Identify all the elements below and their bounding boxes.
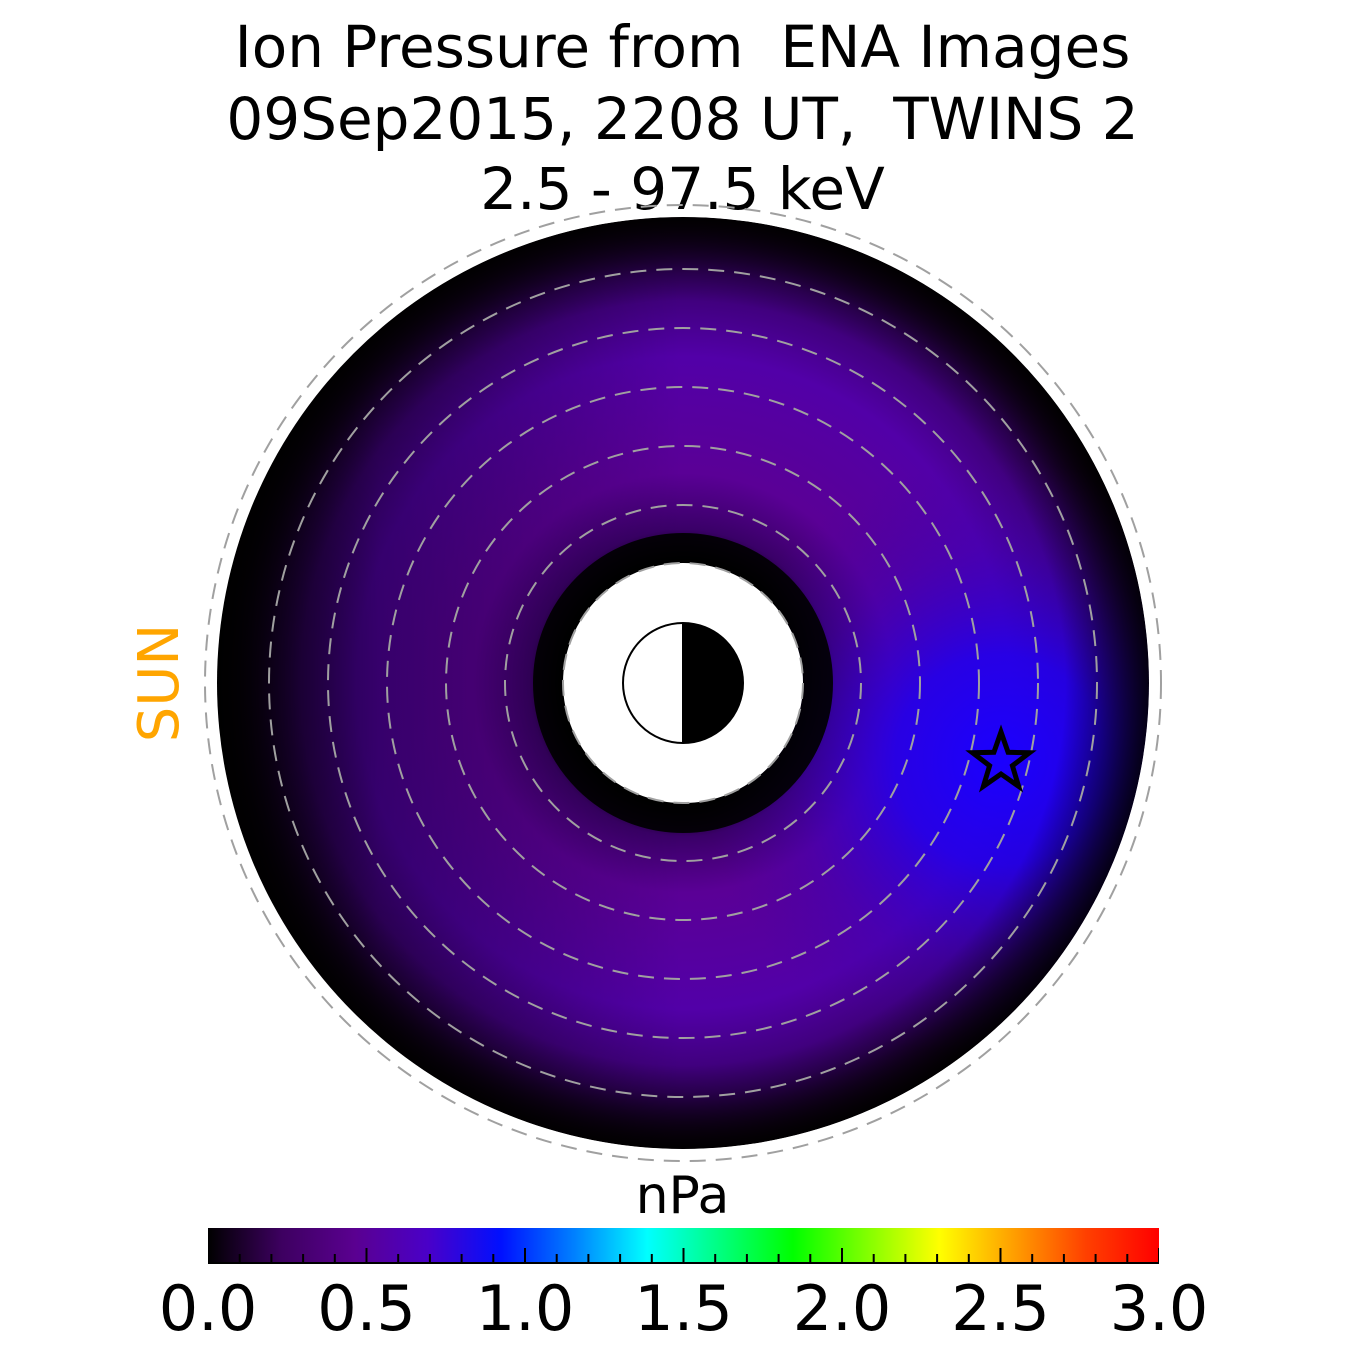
earth-symbol: [622, 622, 744, 744]
colorbar-tick-label: 0.5: [317, 1272, 416, 1345]
colorbar-tick-label: 2.0: [792, 1272, 892, 1345]
colorbar-tick-label: 2.5: [951, 1272, 1050, 1345]
colorbar-ticks: [208, 1248, 1159, 1262]
colorbar: [208, 1228, 1159, 1264]
distance-ring: [204, 204, 1162, 1162]
distance-ring: [386, 386, 980, 980]
distance-ring: [268, 268, 1098, 1098]
distance-ring: [504, 504, 862, 862]
distance-ring: [562, 562, 804, 804]
distance-ring: [445, 445, 921, 921]
colorbar-tick-label: 1.0: [475, 1272, 575, 1345]
chart-title-line-3: 2.5 - 97.5 keV: [480, 155, 885, 223]
satellite-position-star: [965, 724, 1037, 793]
chart-title-line-1: Ion Pressure from ENA Images: [234, 13, 1131, 81]
distance-ring: [327, 327, 1039, 1039]
chart-title-line-2: 09Sep2015, 2208 UT, TWINS 2: [226, 85, 1139, 153]
colorbar-tick-label: 3.0: [1109, 1272, 1209, 1345]
colorbar-unit-label: nPa: [635, 1166, 730, 1226]
colorbar-tick-label: 1.5: [634, 1272, 733, 1345]
radial-distance-rings: [204, 204, 1162, 1162]
colorbar-tick-label: 0.0: [158, 1272, 258, 1345]
